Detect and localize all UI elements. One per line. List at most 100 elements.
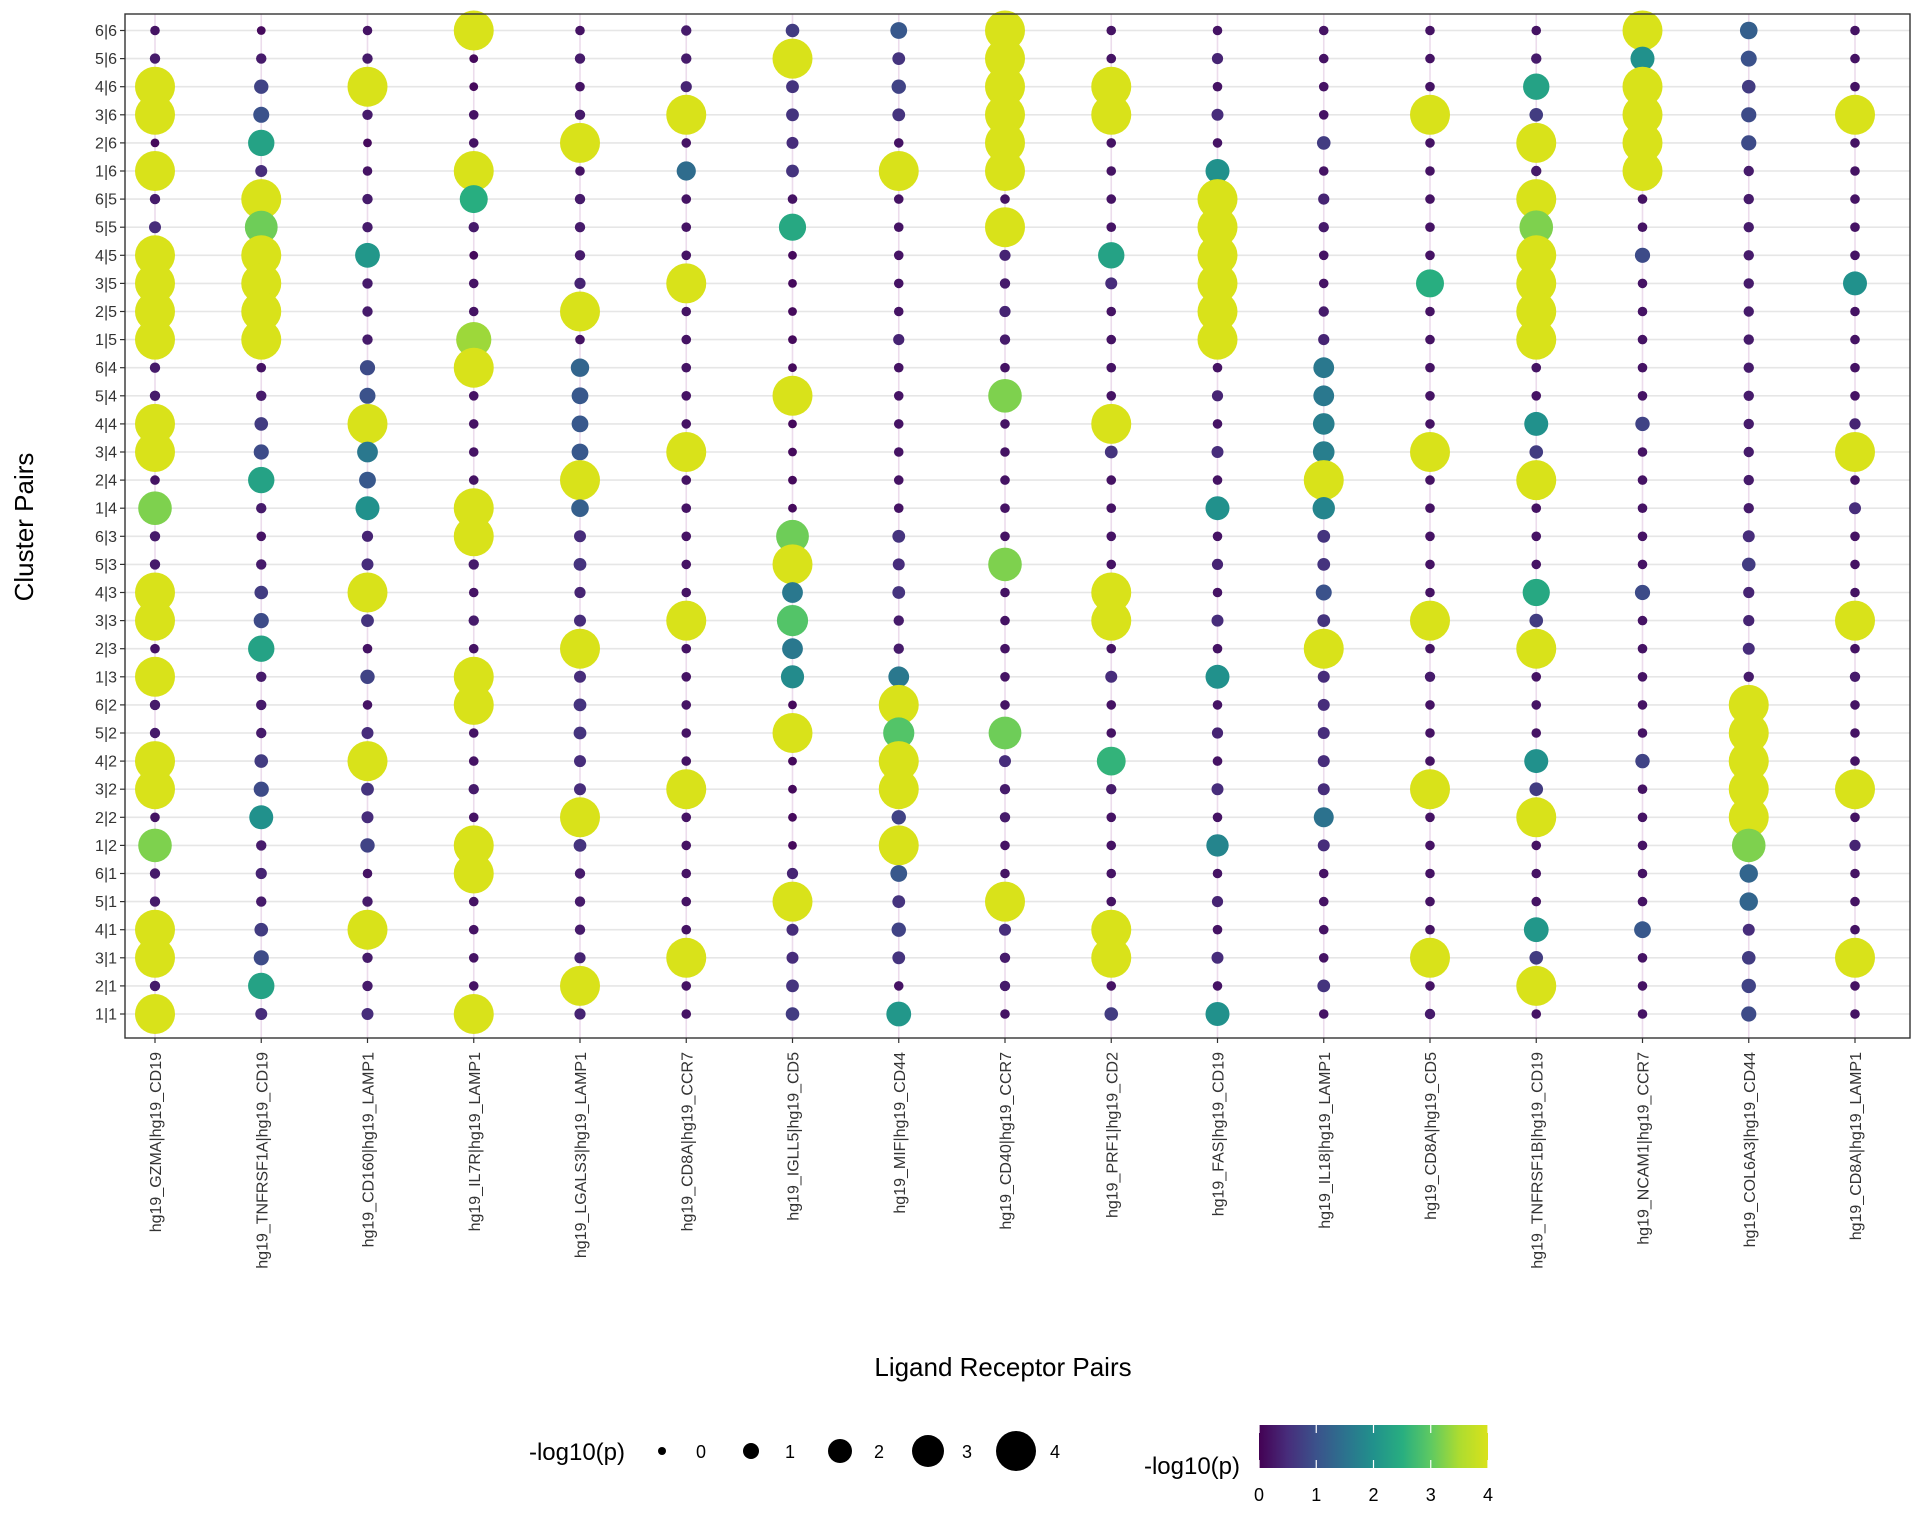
data-point bbox=[1637, 278, 1648, 289]
data-point bbox=[362, 109, 373, 121]
data-point bbox=[362, 25, 373, 36]
data-point bbox=[1425, 756, 1435, 766]
y-tick-label: 6|1 bbox=[95, 866, 117, 883]
data-point bbox=[1743, 165, 1754, 177]
data-point bbox=[1849, 502, 1861, 515]
data-point bbox=[256, 26, 266, 35]
data-point bbox=[1741, 557, 1756, 572]
data-point bbox=[1197, 235, 1238, 276]
data-point bbox=[999, 249, 1011, 261]
size-legend-key bbox=[996, 1431, 1036, 1471]
y-tick-label: 4|2 bbox=[95, 754, 117, 771]
data-point bbox=[1519, 210, 1554, 244]
y-tick-label: 2|1 bbox=[95, 978, 117, 995]
data-point bbox=[1000, 1009, 1010, 1019]
data-point bbox=[1529, 782, 1544, 796]
data-point bbox=[468, 615, 479, 626]
data-point bbox=[681, 419, 692, 429]
data-point bbox=[571, 387, 589, 405]
data-point bbox=[878, 825, 919, 866]
data-point bbox=[1318, 110, 1329, 120]
data-point bbox=[893, 615, 904, 626]
data-point bbox=[244, 210, 278, 244]
data-point bbox=[1637, 334, 1648, 345]
data-point bbox=[1212, 643, 1223, 654]
x-tick-label: hg19_CD8A|hg19_LAMP1 bbox=[1848, 1052, 1865, 1240]
data-point bbox=[1106, 138, 1117, 148]
x-tick-label: hg19_TNFRSF1B|hg19_CD19 bbox=[1529, 1052, 1546, 1269]
data-point bbox=[1425, 503, 1435, 513]
data-point bbox=[681, 194, 692, 204]
data-point bbox=[363, 138, 372, 148]
data-point bbox=[1416, 269, 1444, 298]
data-point bbox=[1318, 896, 1329, 907]
data-point bbox=[1849, 839, 1861, 852]
data-point bbox=[135, 769, 175, 810]
data-point bbox=[149, 896, 161, 907]
y-tick-label: 3|3 bbox=[95, 613, 117, 630]
data-point bbox=[788, 279, 797, 288]
size-legend-label: 4 bbox=[1050, 1442, 1060, 1462]
data-point bbox=[1318, 868, 1329, 879]
data-point bbox=[1637, 531, 1648, 542]
data-point bbox=[1516, 263, 1557, 304]
data-point bbox=[574, 222, 586, 233]
data-point bbox=[1637, 643, 1648, 654]
data-point bbox=[786, 108, 799, 122]
data-point bbox=[362, 306, 373, 317]
data-point bbox=[574, 924, 586, 935]
data-point bbox=[985, 207, 1025, 248]
data-point bbox=[681, 391, 692, 401]
data-point bbox=[1318, 1009, 1329, 1019]
data-point bbox=[453, 684, 494, 725]
data-point bbox=[1106, 166, 1117, 176]
data-point bbox=[1850, 700, 1860, 710]
data-point bbox=[1516, 122, 1557, 163]
data-point bbox=[788, 784, 797, 794]
data-point bbox=[256, 699, 267, 711]
data-point bbox=[999, 923, 1011, 936]
data-point bbox=[241, 235, 282, 276]
data-point bbox=[1531, 1009, 1542, 1019]
data-point bbox=[347, 741, 388, 782]
data-point bbox=[135, 403, 175, 444]
y-tick-label: 1|6 bbox=[95, 164, 117, 181]
data-point bbox=[355, 242, 380, 268]
data-point bbox=[681, 981, 692, 991]
data-point bbox=[772, 38, 813, 79]
data-point bbox=[1000, 672, 1010, 682]
data-point bbox=[1531, 25, 1542, 36]
y-tick-label: 4|3 bbox=[95, 585, 117, 602]
data-point bbox=[1212, 531, 1223, 542]
data-point bbox=[468, 138, 479, 148]
size-legend-key bbox=[912, 1435, 944, 1467]
data-point bbox=[256, 559, 267, 570]
data-point bbox=[1743, 446, 1754, 458]
size-legend: -log10(p) 0 1 2 3 4 bbox=[529, 1431, 1060, 1471]
data-point bbox=[1516, 179, 1557, 220]
data-point bbox=[1425, 531, 1435, 542]
data-point bbox=[999, 334, 1011, 345]
data-point bbox=[1635, 416, 1650, 432]
data-point bbox=[1410, 432, 1450, 472]
y-tick-label: 2|5 bbox=[95, 304, 117, 321]
data-point bbox=[1739, 21, 1758, 40]
data-point bbox=[1743, 334, 1754, 345]
y-tick-label: 6|6 bbox=[95, 23, 117, 40]
data-point bbox=[1197, 319, 1238, 360]
data-point bbox=[362, 222, 373, 233]
data-point bbox=[1313, 357, 1335, 379]
data-point bbox=[681, 672, 692, 682]
data-point bbox=[1318, 25, 1329, 36]
data-point bbox=[1205, 496, 1230, 521]
y-tick-label: 5|3 bbox=[95, 557, 117, 574]
data-point bbox=[1000, 840, 1010, 851]
data-point bbox=[1850, 138, 1860, 148]
data-point bbox=[1106, 334, 1117, 345]
data-point bbox=[1524, 749, 1549, 774]
data-point bbox=[1211, 446, 1224, 458]
data-point bbox=[776, 605, 809, 637]
data-point bbox=[469, 54, 479, 63]
data-point bbox=[1425, 53, 1435, 64]
data-point bbox=[135, 909, 175, 950]
